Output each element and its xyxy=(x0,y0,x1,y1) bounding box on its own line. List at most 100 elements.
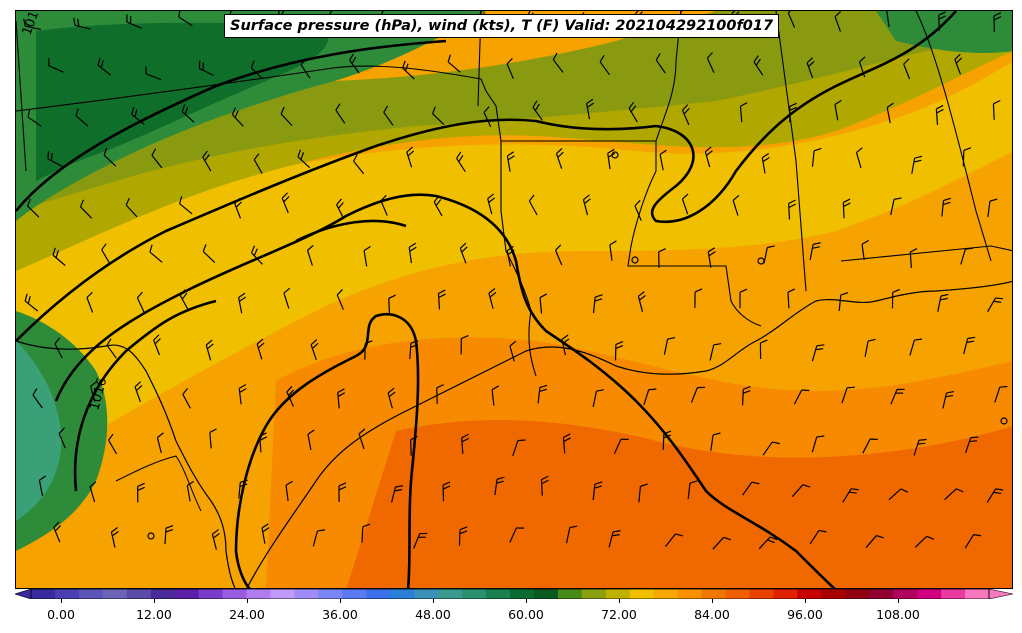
wind-barb xyxy=(179,289,189,310)
wind-barb xyxy=(90,381,98,402)
colorbar-cell xyxy=(677,589,703,599)
wind-barb xyxy=(131,106,145,125)
wind-barb xyxy=(89,481,97,503)
arkansas-louisiana-border xyxy=(501,140,762,327)
wind-barb xyxy=(761,152,770,174)
wind-barb xyxy=(506,151,515,172)
wind-barb xyxy=(202,150,212,172)
colorbar-cell xyxy=(510,589,535,599)
wind-barb xyxy=(834,99,842,121)
wind-barb xyxy=(992,99,1001,120)
wind-barb xyxy=(509,527,525,543)
wind-barb xyxy=(306,244,314,266)
wind-barb xyxy=(913,438,927,456)
wind-barb xyxy=(103,147,117,167)
wind-barb xyxy=(54,337,63,359)
wind-barb xyxy=(151,148,163,169)
wind-barb xyxy=(742,386,751,406)
wind-barb xyxy=(886,11,894,27)
wind-barb xyxy=(137,482,145,503)
wind-barb xyxy=(238,292,247,314)
wind-barb xyxy=(561,334,570,356)
wind-barb xyxy=(565,525,578,544)
colorbar-cell xyxy=(773,589,798,599)
wind-barb xyxy=(855,147,863,169)
wind-barb xyxy=(838,292,849,311)
wind-barb xyxy=(32,388,43,409)
wind-barb xyxy=(911,155,923,174)
wind-barb xyxy=(363,246,371,267)
colorbar-tick-mark xyxy=(247,599,248,603)
wind-barb xyxy=(659,149,667,171)
wind-barb xyxy=(388,294,396,315)
wind-barb xyxy=(253,153,263,174)
colorbar-cell xyxy=(941,589,966,599)
colorbar-cell xyxy=(797,589,822,599)
wind-barb xyxy=(787,11,796,28)
wind-barb xyxy=(307,429,315,451)
colorbar-cell xyxy=(126,589,152,599)
wind-barb xyxy=(663,337,676,355)
wind-barb xyxy=(47,151,63,167)
wind-barb xyxy=(592,481,603,501)
wind-barb xyxy=(53,521,62,543)
wind-barb xyxy=(250,60,264,80)
wind-barb xyxy=(704,146,713,168)
wind-barb xyxy=(297,149,311,169)
wind-barb xyxy=(488,288,497,309)
wind-barb xyxy=(409,340,419,360)
wind-barb xyxy=(110,527,119,548)
wind-barb xyxy=(942,390,955,409)
wind-barb xyxy=(532,100,543,121)
terrain-northeast-green xyxy=(876,11,1012,53)
wind-barb xyxy=(552,52,564,73)
wind-barb xyxy=(23,18,42,31)
map-title: Surface pressure (hPa), wind (kts), T (F… xyxy=(224,14,780,38)
colorbar-cell xyxy=(414,589,439,599)
wind-barb xyxy=(283,287,291,309)
colorbar-tick-label: 60.00 xyxy=(508,607,544,622)
isobar-4 xyxy=(73,299,268,588)
colorbar-tick-label: 96.00 xyxy=(787,607,823,622)
wind-barb xyxy=(483,106,492,128)
mississippi-alabama-border xyxy=(775,11,807,292)
colorbar-cell xyxy=(845,589,870,599)
wind-barb xyxy=(891,288,900,309)
wind-barb xyxy=(198,60,214,77)
wind-barb xyxy=(205,339,214,361)
colorbar-cell xyxy=(102,589,128,599)
wind-barb xyxy=(238,479,248,499)
wind-barb xyxy=(739,102,748,123)
wind-barb xyxy=(209,428,217,449)
wind-barb xyxy=(963,336,976,355)
colorbar-tick-label: 84.00 xyxy=(694,607,730,622)
wind-barb xyxy=(410,435,418,456)
wind-barb xyxy=(413,532,428,549)
wind-barb xyxy=(613,438,629,455)
isobar-2 xyxy=(16,11,957,342)
wind-barb xyxy=(890,197,902,216)
wind-barb xyxy=(909,248,918,269)
colorbar-cell xyxy=(917,589,942,599)
wind-barb xyxy=(506,245,515,267)
mexico-state-border xyxy=(115,455,202,512)
wind-barb xyxy=(643,388,657,406)
wind-barb xyxy=(79,199,93,219)
wind-barb xyxy=(437,289,446,310)
colorbar-cell xyxy=(581,589,607,599)
wind-barb xyxy=(739,288,748,309)
colorbar-cell xyxy=(174,589,200,599)
wind-barb xyxy=(687,480,698,500)
wind-barb xyxy=(281,192,290,214)
colorbar-cell xyxy=(486,589,511,599)
wind-barb xyxy=(638,483,648,503)
wind-barb xyxy=(628,101,638,123)
wind-barb xyxy=(383,105,394,126)
new-mexico-border xyxy=(16,20,27,172)
wind-barb xyxy=(506,57,514,79)
colorbar-cell xyxy=(390,589,415,599)
wind-barb xyxy=(944,488,964,501)
wind-barb xyxy=(408,242,417,264)
colorbar-tick-label: 0.00 xyxy=(47,607,75,622)
wind-barb xyxy=(864,338,876,357)
